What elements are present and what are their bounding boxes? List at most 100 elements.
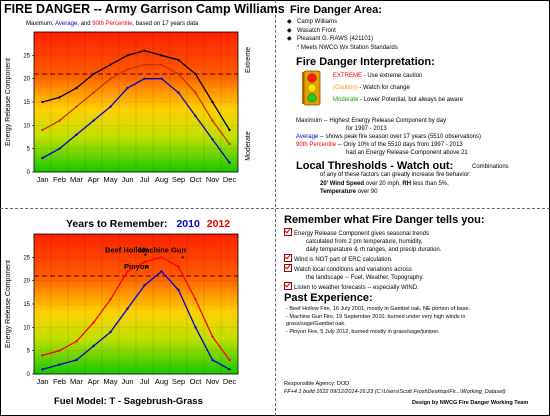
data-point bbox=[228, 128, 231, 132]
x-tick-label: Dec bbox=[223, 175, 237, 184]
data-point bbox=[58, 349, 61, 352]
past-item: - Machine Gun Fire, 19 September 2010, b… bbox=[286, 313, 466, 320]
data-point bbox=[177, 265, 180, 268]
x-tick-label: Sep bbox=[172, 377, 185, 386]
remember-list: Energy Release Component gives seasonal … bbox=[284, 228, 546, 292]
footer-credit: Design by NWCG Fire Danger Working Team bbox=[412, 400, 529, 406]
checkbox-icon bbox=[284, 228, 292, 236]
data-point bbox=[177, 288, 180, 292]
moderate-word: Moderate bbox=[333, 97, 359, 103]
x-tick-label: Aug bbox=[155, 175, 168, 184]
data-point bbox=[160, 63, 163, 66]
legend-p90-text2: had an Energy Release Component above 21 bbox=[346, 150, 468, 156]
x-tick-label: Oct bbox=[190, 377, 203, 386]
data-point bbox=[126, 68, 129, 71]
remember-item: Watch local conditions and variations ac… bbox=[284, 264, 546, 274]
data-point bbox=[177, 58, 180, 62]
data-point bbox=[194, 114, 197, 118]
remember-item: Wind is NOT part of ERC calculation. bbox=[284, 254, 546, 264]
data-point bbox=[143, 63, 146, 66]
x-tick-label: Jan bbox=[36, 175, 48, 184]
area-list: Camp Williams Wasatch Front Pleasant G. … bbox=[285, 18, 398, 52]
data-point bbox=[211, 335, 214, 338]
years-to-remember: Years to Remember: 2010 2012 bbox=[66, 218, 230, 230]
footer-build: FF+4.1 build 1622 09/12/2014-16:23 (C:\U… bbox=[284, 389, 506, 395]
area-item: Wasatch Front bbox=[285, 27, 398, 36]
area-item: Pleasant G. RAWS (421101) bbox=[285, 35, 398, 44]
x-tick-label: Jul bbox=[140, 377, 150, 386]
x-tick-label: May bbox=[103, 175, 117, 184]
annotation-pinyon: Pinyon bbox=[124, 262, 149, 271]
legend-avg-text: -- shows peak fire season over 17 years … bbox=[318, 134, 481, 140]
data-point bbox=[75, 340, 78, 343]
series-line-average bbox=[42, 78, 231, 164]
footer-agency: Responsible Agency: DOD bbox=[284, 381, 350, 387]
data-point bbox=[58, 96, 61, 99]
rh-label: RH bbox=[402, 181, 412, 187]
remember-text: Watch local conditions and variations ac… bbox=[294, 267, 412, 273]
extreme-word: EXTREME bbox=[333, 73, 363, 79]
data-point bbox=[211, 100, 214, 104]
wind-label: 20' Wind Speed bbox=[320, 181, 365, 187]
data-point bbox=[92, 119, 95, 122]
series-line-2010 bbox=[42, 270, 230, 370]
past-item: grass/sage/Gambel oak. bbox=[286, 321, 346, 327]
x-tick-label: Jan bbox=[36, 377, 48, 386]
bottom-chart: 0 5 10 15 20 25 Jan Feb Mar Apr May Jun Jul Aug Sep Oct… bbox=[5, 233, 239, 386]
y-tick-label: 15 bbox=[23, 100, 30, 106]
legend-max: Maximum -- Highest Energy Release Compon… bbox=[296, 117, 546, 125]
data-point bbox=[92, 344, 95, 348]
x-tick-label: Mar bbox=[70, 377, 83, 386]
x-tick-label: Jun bbox=[121, 377, 133, 386]
past-header: Past Experience: bbox=[284, 292, 373, 304]
interp-header: Fire Danger Interpretation: bbox=[296, 56, 435, 68]
remember-text: daily temperature & rh ranges, and preci… bbox=[306, 247, 442, 253]
thresholds-header: Local Thresholds - Watch out: bbox=[296, 160, 453, 172]
x-tick-label: May bbox=[103, 377, 117, 386]
x-tick-label: Aug bbox=[155, 377, 168, 386]
legend-max-text2: for 1997 - 2013 bbox=[346, 126, 387, 132]
data-point bbox=[109, 330, 112, 334]
data-point bbox=[126, 307, 129, 310]
caution-word: (Caution) bbox=[333, 85, 358, 91]
interp-caution: (Caution) - Watch for change bbox=[333, 84, 410, 92]
area-note: * Meets NWCG Wx Station Standards bbox=[297, 44, 398, 51]
legend-max-text: -- Highest Energy Release Component by d… bbox=[322, 118, 447, 124]
past-item: - Pinyon Fire, 5 July 2012, burned mostl… bbox=[286, 328, 440, 335]
extreme-text: - Use extreme caution bbox=[362, 73, 423, 79]
fire-marker-star: * bbox=[144, 252, 148, 262]
remember-text: Wind is NOT part of ERC calculation. bbox=[294, 257, 393, 263]
checkbox-icon bbox=[284, 254, 292, 262]
data-point bbox=[228, 368, 231, 371]
data-point bbox=[109, 77, 112, 80]
data-point bbox=[92, 321, 95, 324]
data-point bbox=[228, 358, 231, 362]
data-point bbox=[41, 100, 44, 104]
checkbox-icon bbox=[284, 264, 292, 272]
x-tick-label: Mar bbox=[70, 175, 83, 184]
data-point bbox=[211, 119, 214, 122]
data-point bbox=[75, 86, 78, 90]
legend-max-word: Maximum bbox=[296, 118, 323, 124]
data-point bbox=[58, 363, 61, 366]
remember-text: Energy Release Component gives seasonal … bbox=[294, 231, 430, 237]
y-tick-label: 10 bbox=[23, 123, 30, 129]
fire-marker-star: * bbox=[181, 254, 185, 264]
subtitle-average: Average, bbox=[55, 21, 79, 27]
data-point bbox=[58, 147, 61, 150]
remember-text: calculated from 2 pm temperature, humidi… bbox=[306, 239, 423, 245]
y-tick-label: 5 bbox=[27, 349, 31, 355]
subtitle-suffix: , based on 17 years data bbox=[132, 21, 199, 27]
y-tick-label: 5 bbox=[27, 147, 31, 153]
subtitle-and: and bbox=[80, 21, 91, 27]
x-tick-label: Jun bbox=[121, 175, 133, 184]
data-point bbox=[92, 91, 95, 94]
subtitle-p90: 90th Percentile bbox=[92, 21, 133, 27]
checkbox-icon bbox=[284, 282, 292, 290]
extreme-side-label: Extreme bbox=[245, 47, 252, 73]
y-tick-label: 20 bbox=[23, 77, 30, 83]
data-point bbox=[143, 260, 146, 264]
thresholds-line2: of any of these factors can greatly incr… bbox=[320, 172, 471, 178]
traffic-light-icon bbox=[302, 70, 321, 106]
data-point bbox=[126, 54, 129, 57]
